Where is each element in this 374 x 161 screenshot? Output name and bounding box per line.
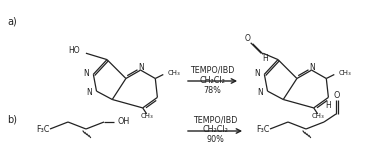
Text: 90%: 90% (206, 136, 224, 145)
Text: F₃C: F₃C (37, 124, 50, 133)
Text: TEMPO/IBD: TEMPO/IBD (193, 115, 237, 124)
Text: H: H (325, 101, 331, 110)
Text: b): b) (7, 114, 17, 124)
Text: N: N (255, 69, 260, 78)
Text: CH₃: CH₃ (338, 70, 351, 76)
Text: CH₂Cl₂: CH₂Cl₂ (202, 126, 228, 134)
Text: N: N (87, 88, 92, 97)
Text: N: N (258, 88, 264, 97)
Text: TEMPO/IBD: TEMPO/IBD (190, 66, 234, 75)
Text: 78%: 78% (203, 85, 221, 95)
Text: N: N (139, 63, 144, 72)
Text: CH₃: CH₃ (311, 113, 324, 119)
Text: CH₃: CH₃ (140, 113, 153, 119)
Text: F₃C: F₃C (257, 124, 270, 133)
Text: N: N (310, 63, 316, 72)
Text: HO: HO (68, 46, 80, 55)
Text: H: H (262, 54, 268, 63)
Text: O: O (334, 90, 340, 99)
Text: CH₃: CH₃ (167, 70, 180, 76)
Text: OH: OH (118, 118, 130, 127)
Text: CH₂Cl₂: CH₂Cl₂ (199, 76, 225, 85)
Text: O: O (245, 34, 251, 43)
Text: N: N (84, 69, 89, 78)
Text: a): a) (7, 16, 17, 26)
